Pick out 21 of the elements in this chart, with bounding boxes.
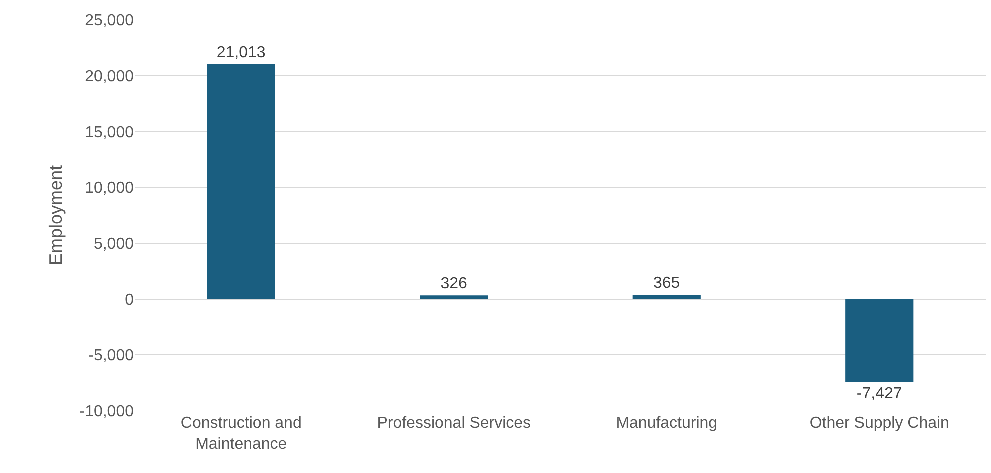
y-axis-title: Employment (46, 165, 66, 266)
bar (846, 299, 914, 382)
data-label: -7,427 (856, 385, 902, 402)
x-tick-label: Manufacturing (616, 415, 718, 432)
bar (420, 296, 488, 300)
y-tick-label: 10,000 (85, 180, 134, 198)
y-tick-label: -5,000 (88, 348, 134, 365)
y-tick-label: 5,000 (94, 236, 134, 254)
y-tick-label: 0 (125, 292, 134, 309)
y-tick-label: 20,000 (85, 68, 134, 86)
x-tick-label: Construction and Maintenance (180, 415, 302, 453)
y-tick-label: 25,000 (85, 12, 134, 30)
data-label: 365 (653, 275, 680, 292)
data-label: 21,013 (216, 44, 266, 62)
data-label: 326 (440, 276, 468, 293)
y-tick-label: 15,000 (85, 124, 134, 142)
bar (632, 295, 701, 300)
bar (207, 64, 276, 300)
y-tick-label: -10,000 (80, 404, 134, 421)
x-tick-label: Other Supply Chain (810, 415, 950, 432)
x-tick-label: Professional Services (377, 415, 532, 432)
